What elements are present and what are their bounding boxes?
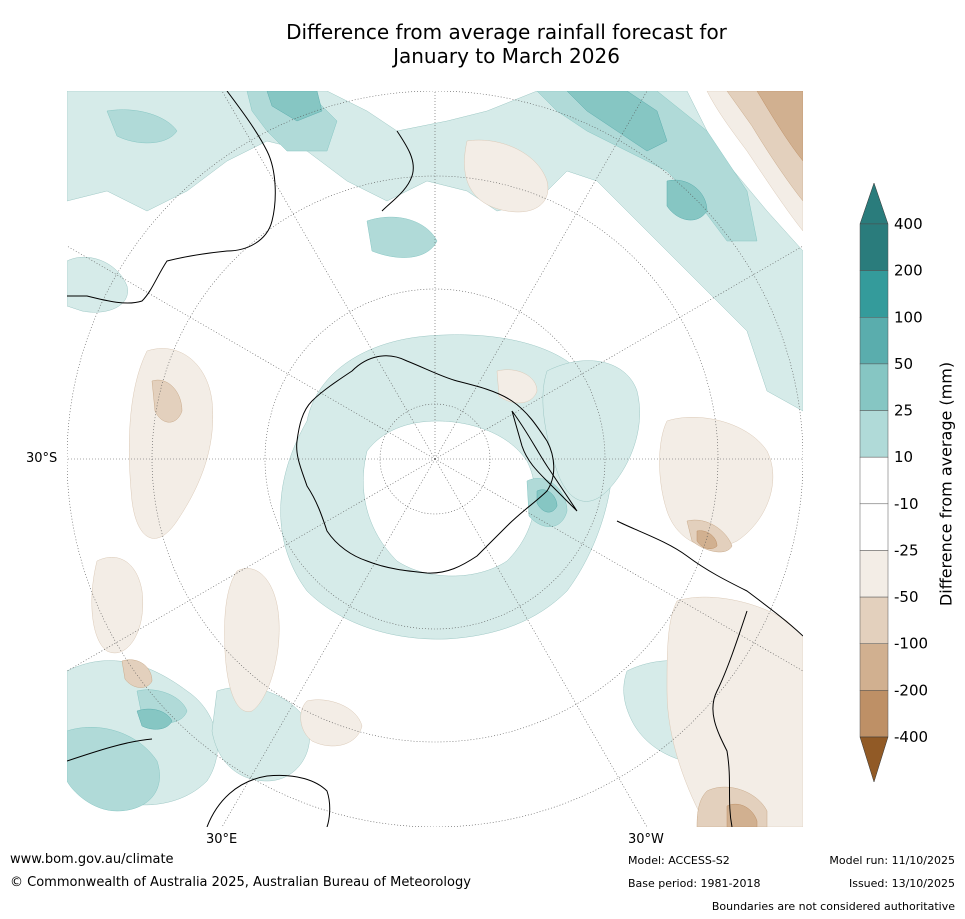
boundary-disclaimer: Boundaries are not considered authoritat… — [711, 900, 955, 913]
legend-title: Difference from average (mm) — [936, 361, 956, 607]
title-line-1: Difference from average rainfall forecas… — [286, 20, 727, 44]
model-run: Model run: 11/10/2025 — [829, 854, 955, 867]
strong-dry-regions — [696, 91, 803, 827]
legend-swatch — [859, 223, 889, 271]
legend-tick-label: -200 — [894, 681, 928, 699]
graticule — [67, 91, 803, 827]
lat-label-30s: 30°S — [26, 451, 58, 466]
legend-tick-label: 10 — [894, 448, 913, 466]
lon-label-30e: 30°E — [206, 832, 238, 847]
strong-wet-regions — [136, 91, 708, 730]
title-line-2: January to March 2026 — [393, 44, 620, 68]
antarctica-coast — [296, 355, 555, 574]
legend-tick-label: 400 — [894, 215, 923, 233]
legend-swatch — [859, 410, 889, 458]
legend-tick-label: -400 — [894, 728, 928, 746]
model-name: Model: ACCESS-S2 — [628, 854, 730, 867]
legend-swatch — [859, 690, 889, 738]
australia-coast — [67, 91, 276, 304]
new-zealand-coast — [381, 130, 414, 212]
south-america-coast — [616, 520, 803, 827]
lon-label-30w: 30°W — [628, 832, 664, 847]
website-link[interactable]: www.bom.gov.au/climate — [10, 852, 174, 867]
antarctic-peninsula-coast — [511, 410, 578, 512]
legend-tick-label: 200 — [894, 262, 923, 280]
legend-tick-label: 100 — [894, 308, 923, 326]
map-title: Difference from average rainfall forecas… — [0, 20, 965, 68]
legend-arrow-bottom — [859, 736, 889, 783]
legend-swatch — [859, 363, 889, 411]
legend-swatch — [859, 503, 889, 551]
color-legend: 400 200 100 50 25 10 -10 -25 -50 -100 -200 -400 — [859, 182, 928, 783]
legend-tick-label: 25 — [894, 402, 913, 420]
legend-swatch — [859, 596, 889, 644]
issued-date: Issued: 13/10/2025 — [848, 877, 955, 890]
legend-swatch — [859, 270, 889, 318]
legend-swatch — [859, 317, 889, 365]
legend-arrow-top — [859, 182, 889, 225]
legend-swatch — [859, 456, 889, 505]
base-period: Base period: 1981-2018 — [628, 877, 761, 890]
legend-tick-label: -100 — [894, 635, 928, 653]
legend-tick-label: -50 — [894, 588, 919, 606]
legend-tick-label: -25 — [894, 541, 919, 559]
africa-coast — [67, 738, 331, 827]
coastlines — [67, 91, 803, 827]
copyright-text: © Commonwealth of Australia 2025, Austra… — [10, 875, 471, 890]
legend-swatch — [859, 550, 889, 598]
legend-swatch — [859, 643, 889, 691]
legend-tick-label: 50 — [894, 355, 913, 373]
dry-anomaly-regions — [91, 91, 803, 827]
legend-tick-label: -10 — [894, 495, 919, 513]
rainfall-anomaly-map — [67, 91, 803, 827]
